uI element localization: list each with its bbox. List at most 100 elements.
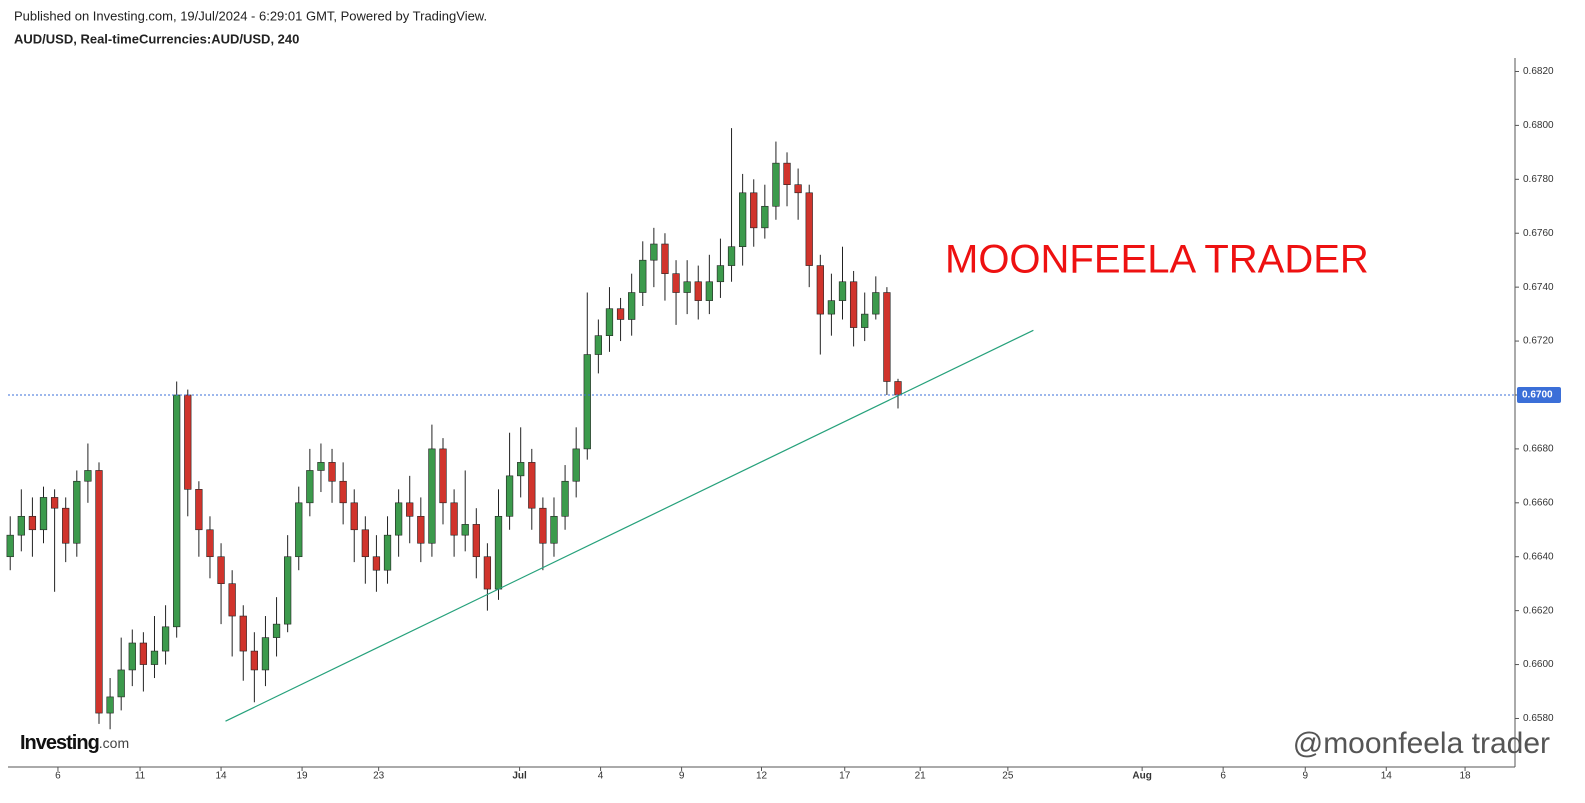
y-tick-label: 0.6720 [1523, 336, 1554, 347]
logo-brand: Investing [20, 732, 99, 754]
x-tick-label: 6 [55, 771, 61, 782]
candle-body [84, 470, 92, 482]
candle-body [239, 615, 247, 652]
candle-body [783, 162, 791, 186]
candle-body [261, 637, 270, 671]
candle-body [827, 300, 836, 315]
candle-body [250, 650, 258, 671]
candle-body [383, 534, 392, 571]
y-tick-label: 0.6680 [1523, 444, 1554, 455]
candle-body [394, 502, 403, 536]
x-tick-label: 19 [297, 771, 309, 782]
candle-body [716, 265, 725, 283]
candle-body [661, 243, 669, 274]
candle-body [472, 524, 480, 558]
candle-body [639, 259, 647, 293]
candle-body [284, 556, 292, 625]
candle-body [572, 448, 580, 482]
candle-body [550, 515, 558, 544]
candle-body [739, 192, 747, 248]
chart-title: AUD/USD, Real-timeCurrencies:AUD/USD, 24… [14, 31, 299, 46]
x-tick-label: 14 [216, 771, 228, 782]
candle-body [228, 583, 236, 617]
candle-body [761, 205, 769, 229]
candle-body [872, 292, 880, 315]
candle-body [150, 650, 159, 665]
candle-body [650, 243, 658, 261]
watermark: MOONFEELA TRADER [945, 238, 1369, 282]
candle-body [62, 507, 70, 544]
y-tick-label: 0.6760 [1523, 228, 1554, 239]
candle-body [461, 524, 469, 536]
candle-body [683, 281, 691, 293]
candle-body [184, 394, 192, 490]
x-tick-label: 17 [839, 771, 851, 782]
candle-body [50, 497, 59, 509]
logo: Investing.com [20, 732, 129, 754]
candle-body [272, 623, 281, 638]
candle-body [73, 480, 81, 544]
candle-body [628, 292, 636, 320]
candle-body [173, 394, 181, 628]
candle-body [694, 281, 702, 301]
candle-body [605, 308, 614, 336]
candle-body [206, 529, 214, 558]
y-tick-label: 0.6740 [1523, 282, 1554, 293]
candle-body [361, 529, 369, 558]
x-tick-label: Jul [512, 771, 527, 782]
x-tick-label: 25 [1002, 771, 1014, 782]
candle-body [317, 462, 325, 471]
candle-body [106, 696, 114, 714]
candle-body [805, 192, 813, 266]
trendline [225, 329, 1034, 722]
candle-body [894, 381, 902, 396]
candle-body [794, 184, 802, 194]
candle-body [28, 515, 37, 531]
y-tick-label: 0.6640 [1523, 551, 1554, 562]
candle-body [195, 489, 203, 531]
candle-body [494, 515, 503, 590]
candle-body [583, 354, 591, 450]
candle-body [849, 281, 858, 328]
candle-body [750, 192, 758, 229]
candle-body [505, 475, 514, 517]
candle-body [117, 669, 125, 698]
candle-body [406, 502, 414, 517]
x-tick-label: 9 [1302, 771, 1308, 782]
candle-body [672, 273, 680, 293]
candle-body [350, 502, 358, 531]
candle-body [417, 515, 425, 544]
candle-body [339, 480, 347, 504]
candle-body [6, 534, 14, 558]
candle-body [295, 502, 303, 558]
y-tick-label: 0.6820 [1523, 66, 1554, 77]
candle-body [95, 470, 103, 714]
x-tick-label: 14 [1381, 771, 1393, 782]
candle-body [517, 462, 525, 477]
y-tick-label: 0.6660 [1523, 497, 1554, 508]
candle-body [439, 448, 447, 504]
published-note: Published on Investing.com, 19/Jul/2024 … [14, 8, 487, 23]
candle-body [705, 281, 713, 301]
candle-body [561, 480, 569, 517]
candle-body [816, 265, 824, 315]
y-tick-label: 0.6600 [1523, 659, 1554, 670]
candle-body [306, 470, 314, 504]
candle-body [727, 246, 736, 266]
y-tick-label: 0.6620 [1523, 605, 1554, 616]
candle-body [328, 462, 336, 482]
candle-body [528, 462, 536, 509]
credit: @moonfeela trader [1293, 727, 1550, 760]
candle-body [483, 556, 492, 590]
x-tick-label: 6 [1220, 771, 1226, 782]
x-tick-label: 4 [598, 771, 604, 782]
x-tick-label: 18 [1460, 771, 1472, 782]
candle-body [861, 313, 869, 328]
candle-body [428, 448, 436, 544]
candle-body [616, 308, 625, 320]
x-tick-label: Aug [1132, 771, 1151, 782]
candle-body [594, 335, 603, 355]
y-tick-label: 0.6580 [1523, 713, 1554, 724]
candle-body [139, 642, 148, 665]
candle-body [838, 281, 847, 301]
